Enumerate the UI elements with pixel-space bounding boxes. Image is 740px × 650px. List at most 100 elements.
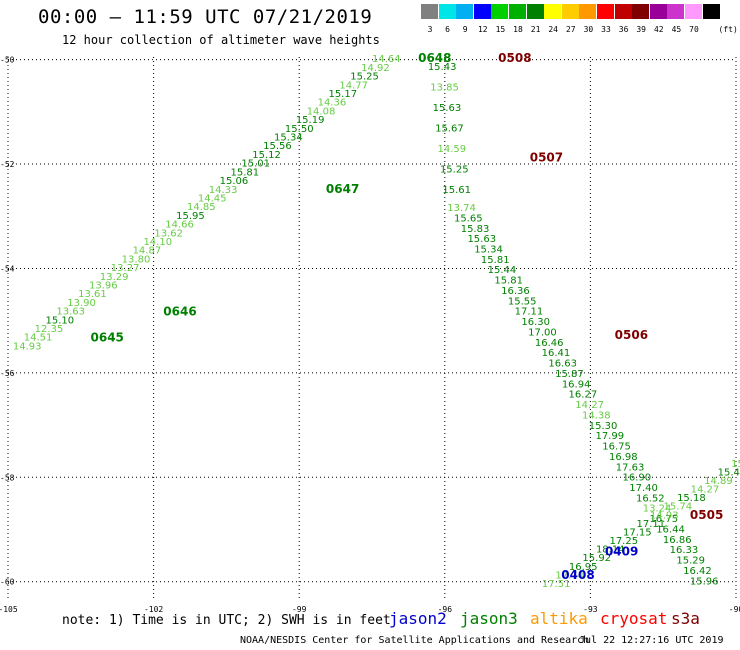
legend-swatch xyxy=(632,4,650,19)
wave-height-value: 15.34 xyxy=(274,133,303,144)
legend-swatch xyxy=(509,4,526,19)
legend-swatch xyxy=(614,4,632,19)
legend-label: 36 xyxy=(618,25,629,34)
wave-height-value: 15.34 xyxy=(474,245,503,256)
footer-note: note: 1) Time is in UTC; 2) SWH is in fe… xyxy=(62,613,391,628)
wave-height-value: 14.77 xyxy=(339,80,368,91)
wave-height-value: 15.25 xyxy=(440,164,469,175)
wave-height-value: 15.65 xyxy=(454,213,483,224)
wave-height-value: 14.33 xyxy=(209,185,238,196)
wave-height-value: 16.75 xyxy=(649,514,678,525)
wave-height-value: 14.36 xyxy=(318,98,347,109)
wave-height-value: 15.81 xyxy=(481,255,510,266)
legend-swatch xyxy=(544,4,562,19)
wave-height-value: 13.62 xyxy=(154,228,183,239)
wave-height-value: 13.90 xyxy=(67,298,96,309)
wave-height-value: 16.52 xyxy=(636,493,665,504)
wave-height-value: 13.61 xyxy=(78,289,107,300)
generated-timestamp: Jul 22 12:27:16 UTC 2019 xyxy=(579,635,724,646)
credit-text: NOAA/NESDIS Center for Satellite Applica… xyxy=(240,635,590,646)
longitude-tick-label: -102 xyxy=(144,605,163,614)
satellite-label-jason2: jason2 xyxy=(389,609,447,628)
legend-swatch xyxy=(421,4,438,19)
wave-height-value: 16.46 xyxy=(535,338,564,349)
legend-unit: (ft) xyxy=(718,25,738,34)
legend-swatch xyxy=(579,4,597,19)
wave-height-value: 17.51 xyxy=(542,579,571,590)
page-title: 00:00 – 11:59 UTC 07/21/2019 xyxy=(38,6,373,28)
wave-height-value: 15.29 xyxy=(676,556,705,567)
wave-height-value: 15.95 xyxy=(176,211,205,222)
wave-height-value: 15.87 xyxy=(555,369,584,380)
wave-height-value: 13.63 xyxy=(56,307,85,318)
wave-height-value: 14.27 xyxy=(691,485,720,496)
legend-swatch xyxy=(438,4,456,19)
pass-time-label: 0408 xyxy=(561,568,594,582)
latitude-tick-label: -50 xyxy=(0,56,15,65)
wave-height-value: 14.66 xyxy=(165,220,194,231)
wave-height-value: 16.86 xyxy=(663,535,692,546)
wave-height-value: 14.59 xyxy=(438,144,467,155)
legend-label: 3 xyxy=(427,25,433,34)
wave-height-value: 15.96 xyxy=(690,576,719,587)
legend-swatch xyxy=(456,4,474,19)
legend-label: 42 xyxy=(653,25,664,34)
wave-height-value: 15.01 xyxy=(241,159,270,170)
wave-height-value: 14.85 xyxy=(187,202,216,213)
pass-time-label: 0506 xyxy=(615,328,648,342)
pass-time-label: 0508 xyxy=(498,51,531,65)
wave-height-value: 15.30 xyxy=(589,421,618,432)
latitude-tick-label: -52 xyxy=(0,160,15,169)
pass-time-label: 0507 xyxy=(530,150,563,164)
wave-height-value: 13.85 xyxy=(430,83,459,94)
wave-height-value: 16.27 xyxy=(569,390,598,401)
wave-height-value: 14.93 xyxy=(650,510,679,521)
page-subtitle: 12 hour collection of altimeter wave hei… xyxy=(62,33,380,47)
wave-height-value: 15.61 xyxy=(442,185,471,196)
wave-height-value: 15.50 xyxy=(285,124,314,135)
legend-label: 45 xyxy=(671,25,682,34)
wave-height-value: 14.92 xyxy=(361,63,390,74)
legend-swatch xyxy=(561,4,579,19)
wave-height-value: 17.00 xyxy=(528,327,557,338)
wave-height-value: 13.27 xyxy=(111,263,140,274)
legend-label: 70 xyxy=(689,25,699,34)
pass-time-label: 0648 xyxy=(418,51,451,65)
legend-swatch xyxy=(473,4,491,19)
wave-height-value: 15.43 xyxy=(718,467,740,478)
pass-time-label: 0505 xyxy=(690,508,723,522)
latitude-tick-label: -60 xyxy=(0,578,15,587)
wave-height-value: 15.92 xyxy=(582,553,611,564)
legend-label: 9 xyxy=(462,25,468,34)
latitude-tick-label: -54 xyxy=(0,264,15,273)
legend-swatch xyxy=(702,4,720,19)
legend-label: 18 xyxy=(513,25,523,34)
latitude-tick-label: -58 xyxy=(0,473,15,482)
legend-label: 12 xyxy=(477,25,488,34)
wave-height-value: 14.10 xyxy=(143,237,172,248)
wave-height-value: 16.44 xyxy=(656,524,685,535)
longitude-tick-label: -105 xyxy=(0,605,18,614)
pass-time-label: 0645 xyxy=(91,331,124,345)
wave-height-value: 15.19 xyxy=(296,115,325,126)
wave-height-value: 15.44 xyxy=(488,265,517,276)
longitude-tick-label: -93 xyxy=(583,605,598,614)
wave-height-value: 16.95 xyxy=(569,562,598,573)
wave-height-value: 13.80 xyxy=(122,254,151,265)
legend-swatch xyxy=(667,4,685,19)
wave-height-value: 15.55 xyxy=(508,296,537,307)
wave-height-value: 15.81 xyxy=(494,276,523,287)
wave-height-value: 12.35 xyxy=(35,324,64,335)
wave-height-value: 14.27 xyxy=(575,400,604,411)
wave-height-value: 16.33 xyxy=(670,545,699,556)
wave-height-value: 13.74 xyxy=(447,203,476,214)
wave-height-value: 17.74 xyxy=(555,570,584,581)
legend-swatch xyxy=(685,4,702,19)
wave-height-value: 15.18 xyxy=(677,493,706,504)
wave-height-value: 15.06 xyxy=(220,176,249,187)
wave-height-value: 14.45 xyxy=(198,193,227,204)
pass-time-label: 0647 xyxy=(326,182,359,196)
wave-height-value: 17.99 xyxy=(596,431,625,442)
wave-height-value: 17.40 xyxy=(629,483,658,494)
legend-swatch xyxy=(597,4,614,19)
